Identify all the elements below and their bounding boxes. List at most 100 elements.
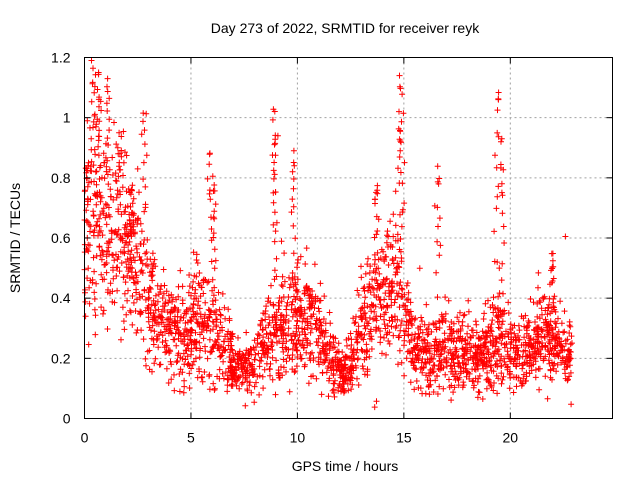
spike-point — [495, 89, 502, 96]
data-point — [327, 333, 334, 340]
data-point — [368, 346, 375, 352]
spike-point — [437, 242, 444, 249]
data-point — [121, 326, 128, 333]
spike-point — [271, 209, 278, 216]
data-point — [150, 265, 156, 272]
data-point — [392, 324, 399, 331]
data-point — [85, 265, 92, 272]
spike-point — [499, 192, 506, 199]
spike-point — [500, 166, 507, 173]
data-point — [91, 306, 98, 313]
data-point — [487, 304, 494, 311]
data-point — [145, 318, 152, 325]
data-point — [258, 354, 265, 361]
data-point — [260, 326, 266, 333]
spike-point — [208, 258, 215, 265]
data-point — [199, 374, 206, 380]
data-point — [371, 308, 378, 315]
data-point — [371, 292, 378, 298]
data-point — [138, 309, 145, 316]
data-point — [448, 397, 455, 404]
data-point — [449, 352, 456, 359]
data-point — [310, 357, 317, 364]
spike-point — [95, 133, 102, 140]
data-point — [193, 251, 200, 258]
data-point — [495, 293, 502, 300]
data-point — [391, 299, 398, 306]
data-point — [465, 308, 472, 315]
y-tick-label: 0.2 — [51, 350, 71, 366]
data-point — [434, 373, 441, 380]
data-point — [423, 343, 430, 350]
data-point — [132, 308, 139, 314]
spike-point — [114, 144, 121, 151]
data-point — [179, 283, 186, 290]
data-point — [229, 381, 235, 388]
data-point — [568, 333, 575, 340]
spike-point — [495, 95, 502, 102]
data-point — [300, 345, 307, 351]
data-point — [274, 339, 280, 346]
spike-point — [271, 141, 278, 148]
data-point — [326, 347, 333, 354]
data-point — [441, 348, 448, 355]
data-point — [405, 325, 412, 332]
data-point — [325, 363, 332, 370]
data-point — [82, 313, 89, 320]
spike-point — [210, 230, 217, 237]
data-point — [297, 304, 304, 311]
data-point — [431, 351, 438, 358]
data-point — [276, 295, 283, 301]
data-point — [279, 273, 286, 280]
data-point — [375, 293, 382, 300]
data-point — [436, 318, 442, 324]
data-point — [483, 385, 490, 392]
spike-point — [210, 214, 217, 221]
data-point — [121, 208, 128, 215]
data-point — [154, 282, 161, 289]
data-point — [358, 305, 365, 312]
data-point — [443, 358, 450, 365]
spike-point — [104, 88, 111, 95]
data-point — [127, 307, 133, 314]
data-point — [263, 330, 270, 337]
data-point — [140, 336, 147, 343]
data-point — [275, 299, 282, 306]
data-point — [165, 299, 172, 306]
data-point — [398, 285, 405, 292]
data-point — [269, 354, 276, 361]
data-point — [347, 330, 354, 337]
data-point — [134, 327, 141, 333]
data-point — [477, 342, 484, 349]
data-point — [560, 329, 567, 336]
data-point — [170, 336, 177, 343]
data-point — [453, 328, 460, 335]
data-point — [192, 311, 199, 318]
spike-point — [104, 135, 111, 142]
data-point — [389, 318, 396, 325]
data-point — [565, 347, 572, 354]
data-point — [165, 330, 172, 337]
spike-point — [115, 173, 122, 180]
data-point — [217, 312, 224, 319]
spike-point — [211, 187, 218, 194]
data-point — [104, 326, 111, 332]
data-point — [454, 314, 461, 321]
data-point — [91, 268, 98, 275]
data-point — [194, 260, 201, 266]
data-point — [409, 322, 416, 329]
data-point — [216, 366, 223, 373]
data-point — [361, 356, 368, 363]
data-point — [307, 313, 314, 320]
data-point — [528, 359, 535, 366]
data-point — [152, 307, 159, 314]
data-point — [290, 330, 297, 337]
data-point — [359, 363, 366, 370]
spike-point — [270, 167, 277, 174]
data-point — [134, 249, 141, 256]
data-point — [215, 333, 222, 340]
data-point — [355, 382, 362, 388]
data-point — [363, 341, 370, 348]
data-point — [366, 353, 373, 360]
data-point — [210, 345, 217, 352]
